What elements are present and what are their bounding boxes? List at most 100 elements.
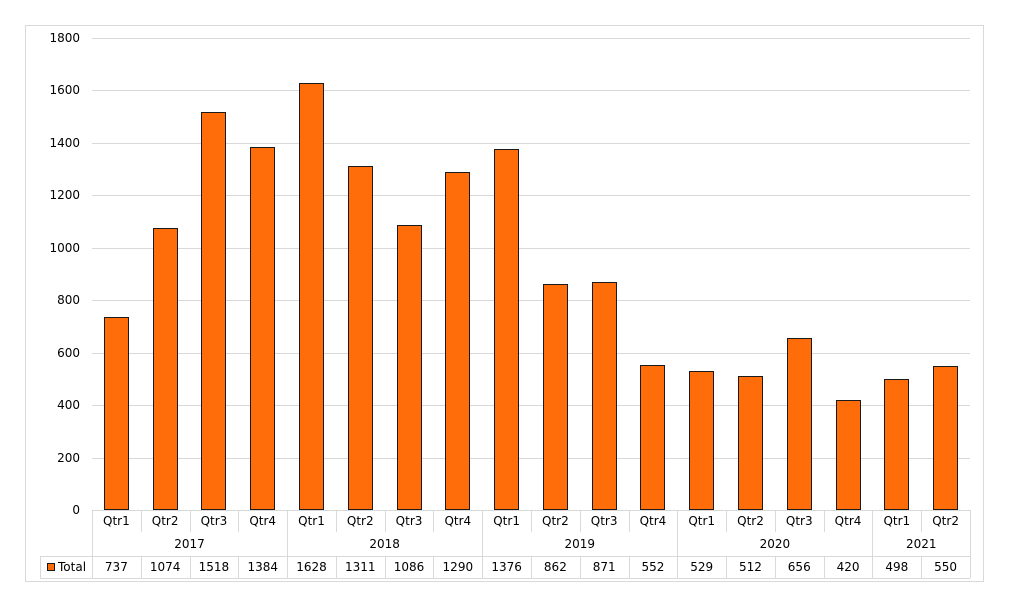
x-tick-quarter: Qtr3 [785,514,813,528]
table-line [384,510,386,532]
x-tick-year: 2020 [759,537,791,551]
table-line [872,556,874,578]
data-table-value: 1376 [491,560,522,574]
table-line [40,556,41,578]
data-table-value: 656 [787,560,811,574]
table-line [384,556,386,578]
table-line [628,556,630,578]
bar-2020-qtr2 [738,375,763,510]
table-line [189,556,191,578]
x-tick-quarter: Qtr1 [883,514,911,528]
table-line [238,510,240,532]
table-line [921,510,923,532]
gridline [92,195,970,197]
y-tick-label: 200 [57,450,80,465]
data-table-value: 550 [934,560,958,574]
gridline [92,90,970,92]
y-tick-label: 1800 [49,31,80,45]
x-tick-year: 2018 [369,537,400,551]
table-line [677,510,679,578]
table-line [433,510,435,532]
y-tick-label: 1600 [49,83,80,98]
data-table-value: 862 [543,560,567,574]
bar-2018-qtr1 [299,83,324,510]
legend-label: Total [58,560,87,574]
data-table-value: 1311 [344,560,376,574]
bar-2018-qtr3 [396,225,422,510]
gridline [92,405,970,407]
gridline [92,457,970,459]
x-tick-quarter: Qtr3 [590,514,618,528]
data-table-value: 1290 [442,560,474,574]
data-table-value: 1384 [247,560,278,574]
x-tick-quarter: Qtr4 [639,514,667,528]
table-line [531,510,532,532]
x-tick-year: 2017 [174,537,205,551]
x-tick-quarter: Qtr2 [737,514,764,528]
data-table-value: 552 [641,560,665,574]
x-tick-quarter: Qtr2 [932,514,959,528]
bar-2019-qtr1 [494,149,520,510]
bar-2019-qtr3 [591,281,617,510]
data-table-value: 1628 [296,560,327,574]
table-line [726,510,728,532]
table-line [482,510,484,578]
table-line [287,510,289,578]
x-tick-quarter: Qtr1 [298,514,325,528]
y-tick-label: 1000 [49,240,80,255]
table-line [40,578,970,579]
table-line [921,556,923,578]
data-table-value: 871 [592,560,616,574]
gridline [92,247,970,249]
bar-2021-qtr2 [933,365,959,510]
table-line [579,556,581,578]
x-tick-quarter: Qtr4 [444,514,472,528]
table-line [92,556,93,578]
bar-2020-qtr4 [835,399,861,510]
bar-2021-qtr1 [884,379,910,510]
table-line [189,510,191,532]
x-tick-quarter: Qtr3 [200,514,228,528]
x-tick-quarter: Qtr4 [249,514,277,528]
table-line [677,556,679,578]
data-table-value: 737 [104,560,128,574]
table-line [140,556,142,578]
table-line [823,510,825,532]
data-table-value: 512 [739,560,762,574]
bar-2018-qtr4 [445,171,471,510]
bar-2019-qtr4 [640,365,666,510]
x-tick-quarter: Qtr3 [395,514,423,528]
bar-2020-qtr3 [786,337,812,510]
table-line [238,556,240,578]
gridline [92,142,970,144]
x-tick-quarter: Qtr2 [346,514,374,528]
data-table-value: 498 [885,560,909,574]
data-table-value: 1074 [149,560,181,574]
table-line [482,556,484,578]
x-tick-quarter: Qtr2 [542,514,569,528]
table-line [531,556,532,578]
bar-2020-qtr1 [689,371,715,510]
data-table-value: 1518 [198,560,230,574]
x-tick-quarter: Qtr1 [493,514,520,528]
table-line [823,556,825,578]
table-line [287,556,289,578]
gridline [92,300,970,302]
table-line [92,510,93,578]
x-tick-year: 2019 [564,537,596,551]
bar-2017-qtr2 [152,228,178,510]
data-table-value: 1086 [393,560,425,574]
bar-2018-qtr2 [347,166,373,510]
gridline [92,352,970,354]
y-tick-label: 400 [57,398,80,413]
x-tick-quarter: Qtr4 [834,514,862,528]
table-line [774,510,776,532]
y-tick-label: 1400 [49,135,80,150]
bar-2017-qtr1 [103,316,129,510]
x-tick-quarter: Qtr1 [688,514,716,528]
gridline [92,38,970,39]
table-line [970,510,971,578]
table-line [726,556,728,578]
table-line [140,510,142,532]
y-tick-label: 1200 [49,188,80,203]
